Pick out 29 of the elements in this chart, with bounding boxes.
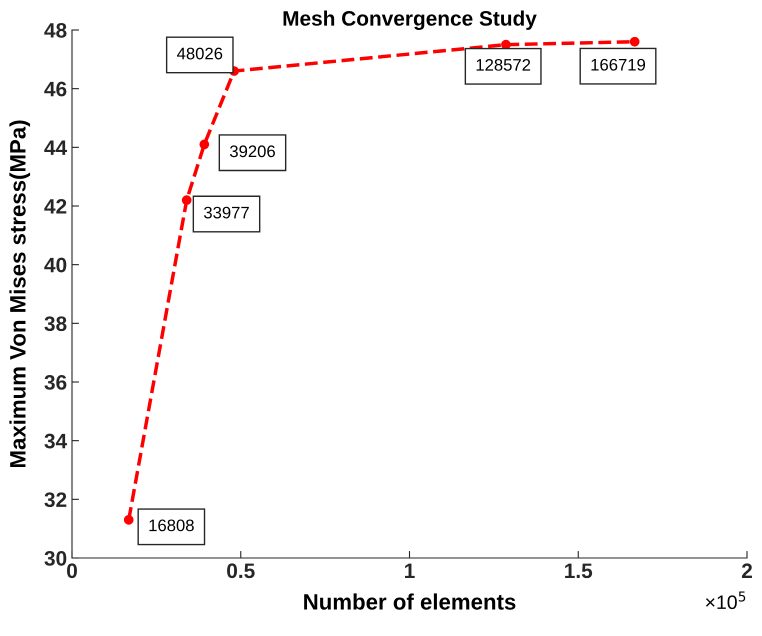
- point: [182, 195, 192, 205]
- y-tick-label: 46: [44, 82, 66, 96]
- x-tick-label: 1: [405, 564, 415, 578]
- y-tick-label: 30: [44, 551, 66, 566]
- y-tick-label: 36: [44, 375, 66, 390]
- x-tick-label: 2: [742, 563, 752, 578]
- point: [630, 36, 640, 47]
- annotation: 128572: [476, 58, 530, 71]
- y-tick-label: 38: [44, 316, 66, 332]
- point: [199, 140, 210, 150]
- y-axis-title: Maximum Von Mises stress(MPa): [9, 120, 30, 468]
- y-tick-label: 48: [44, 23, 66, 38]
- text: ×10$^{5}$: [706, 592, 746, 610]
- annotation: 16808: [149, 519, 194, 532]
- x-axis-title: Number of elements: [304, 593, 516, 610]
- y-tick-label: 40: [44, 258, 66, 272]
- y-tick-label: 44: [44, 140, 68, 155]
- y-tick-label: 42: [44, 199, 66, 214]
- x-tick-label: 0.5: [227, 563, 255, 578]
- chart-title: Mesh Convergence Study: [284, 10, 537, 30]
- y-tick-label: 34: [44, 434, 68, 448]
- y-tick-label: 32: [44, 492, 66, 508]
- annotation: 48026: [177, 48, 222, 60]
- x-tick-label: 0: [67, 563, 77, 578]
- annotation: 33977: [204, 206, 249, 218]
- point: [124, 515, 134, 525]
- annotation: 166719: [591, 58, 646, 71]
- x-tick-label: 1.5: [565, 564, 592, 578]
- annotation: 39206: [230, 145, 275, 158]
